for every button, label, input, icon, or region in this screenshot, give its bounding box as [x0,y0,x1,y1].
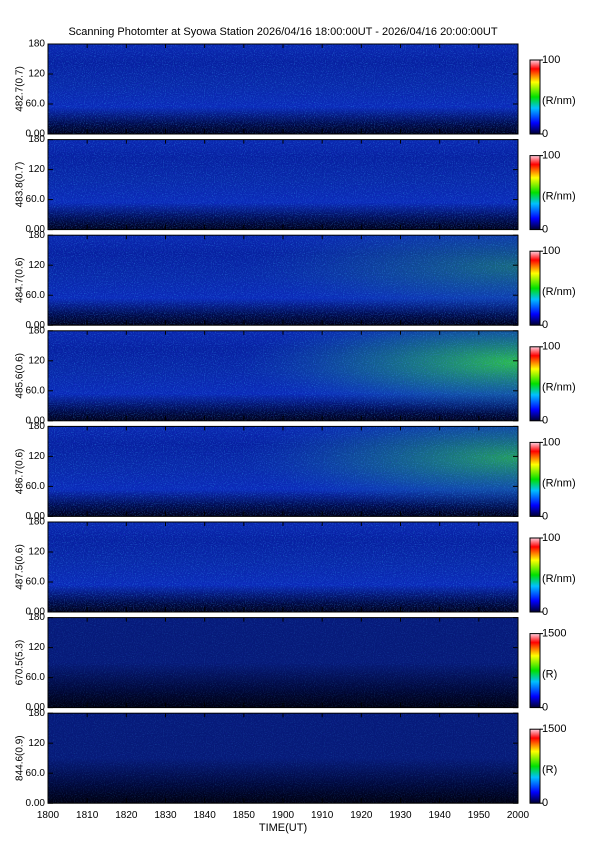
y-tick-label: 180 [28,708,45,719]
y-tick-label: 0.00 [26,511,46,522]
colorbar-tick-label: 1500 [542,628,566,640]
colorbar [529,633,541,709]
colorbar-tick-label: 0 [542,415,548,427]
colorbar-label: (R/nm) [542,477,576,489]
colorbar-tick-label: 1500 [542,723,566,735]
colorbar [529,728,541,804]
y-axis-label: 844.6(0.9) [15,735,26,781]
y-tick-label: 120 [28,355,45,366]
y-axis-label: 485.6(0.6) [15,353,26,399]
y-axis-label: 670.5(5.3) [15,640,26,686]
colorbar-label: (R/nm) [542,382,576,394]
colorbar-tick-label: 0 [542,128,548,140]
colorbar-tick-label: 100 [542,436,560,448]
y-tick-label: 180 [28,325,45,336]
x-tick-label: 1930 [389,810,412,821]
y-tick-label: 120 [28,451,45,462]
x-tick-label: 1950 [468,810,491,821]
x-tick-label: 1850 [233,810,256,821]
heatmap-noise [48,44,518,134]
colorbar-label: (R/nm) [542,286,576,298]
colorbar-label: (R/nm) [542,95,576,107]
colorbar-tick-label: 0 [542,606,548,618]
y-tick-label: 0.00 [26,224,46,235]
y-tick-label: 0.00 [26,702,46,713]
colorbar-label: (R) [542,764,557,776]
y-tick-label: 60.0 [26,99,46,110]
y-tick-label: 0.00 [26,415,46,426]
x-tick-label: 1830 [154,810,177,821]
y-tick-label: 180 [28,421,45,432]
heatmap-noise [48,330,518,421]
y-tick-label: 180 [28,134,45,145]
y-tick-label: 60.0 [26,768,46,779]
heatmap-noise [48,522,518,612]
y-axis-label: 484.7(0.6) [15,257,26,303]
x-tick-label: 2000 [507,810,530,821]
x-tick-label: 1840 [194,810,217,821]
colorbar-tick-label: 0 [542,510,548,522]
y-tick-label: 60.0 [26,290,46,301]
x-tick-label: 1910 [311,810,334,821]
y-tick-label: 120 [28,69,45,80]
heatmap-noise [48,426,518,517]
y-axis-label: 487.5(0.6) [15,544,26,590]
colorbar-tick-label: 0 [542,224,548,236]
x-tick-label: 1800 [37,810,60,821]
x-tick-label: 1900 [272,810,295,821]
x-tick-label: 1940 [429,810,452,821]
colorbar-tick-label: 100 [542,245,560,257]
colorbar-tick-label: 100 [542,532,560,544]
colorbar [529,59,541,135]
y-tick-label: 0.00 [26,798,46,809]
y-tick-label: 60.0 [26,385,46,396]
y-tick-label: 120 [28,260,45,271]
y-tick-label: 120 [28,547,45,558]
y-axis-label: 486.7(0.6) [15,449,26,495]
y-tick-label: 60.0 [26,577,46,588]
colorbar-label: (R/nm) [542,191,576,203]
colorbar [529,250,541,326]
heatmap-noise [48,713,518,804]
chart-title: Scanning Photomter at Syowa Station 2026… [68,26,497,38]
y-tick-label: 120 [28,642,45,653]
colorbar-label: (R) [542,669,557,681]
heatmap-noise [48,235,518,326]
colorbar [529,155,541,231]
x-tick-label: 1810 [76,810,99,821]
y-tick-label: 120 [28,164,45,175]
y-tick-label: 120 [28,738,45,749]
colorbar-tick-label: 0 [542,797,548,809]
colorbar-tick-label: 100 [542,150,560,162]
y-tick-label: 0.00 [26,607,46,618]
colorbar [529,346,541,422]
colorbar-tick-label: 100 [542,54,560,66]
y-tick-label: 0.00 [26,320,46,331]
y-tick-label: 0.00 [26,129,46,140]
y-tick-label: 60.0 [26,672,46,683]
y-tick-label: 180 [28,517,45,528]
y-tick-label: 180 [28,39,45,50]
y-tick-label: 60.0 [26,194,46,205]
y-axis-label: 482.7(0.7) [15,66,26,112]
y-tick-label: 180 [28,612,45,623]
colorbar-tick-label: 0 [542,702,548,714]
x-axis-label: TIME(UT) [259,822,307,834]
x-tick-label: 1920 [350,810,373,821]
y-axis-label: 483.8(0.7) [15,162,26,208]
y-tick-label: 180 [28,230,45,241]
heatmap-noise [48,139,518,230]
colorbar-tick-label: 0 [542,319,548,331]
y-tick-label: 60.0 [26,481,46,492]
x-tick-label: 1820 [115,810,138,821]
heatmap-noise [48,617,518,708]
colorbar-tick-label: 100 [542,341,560,353]
colorbar-label: (R/nm) [542,573,576,585]
colorbar [529,537,541,613]
colorbar [529,441,541,517]
